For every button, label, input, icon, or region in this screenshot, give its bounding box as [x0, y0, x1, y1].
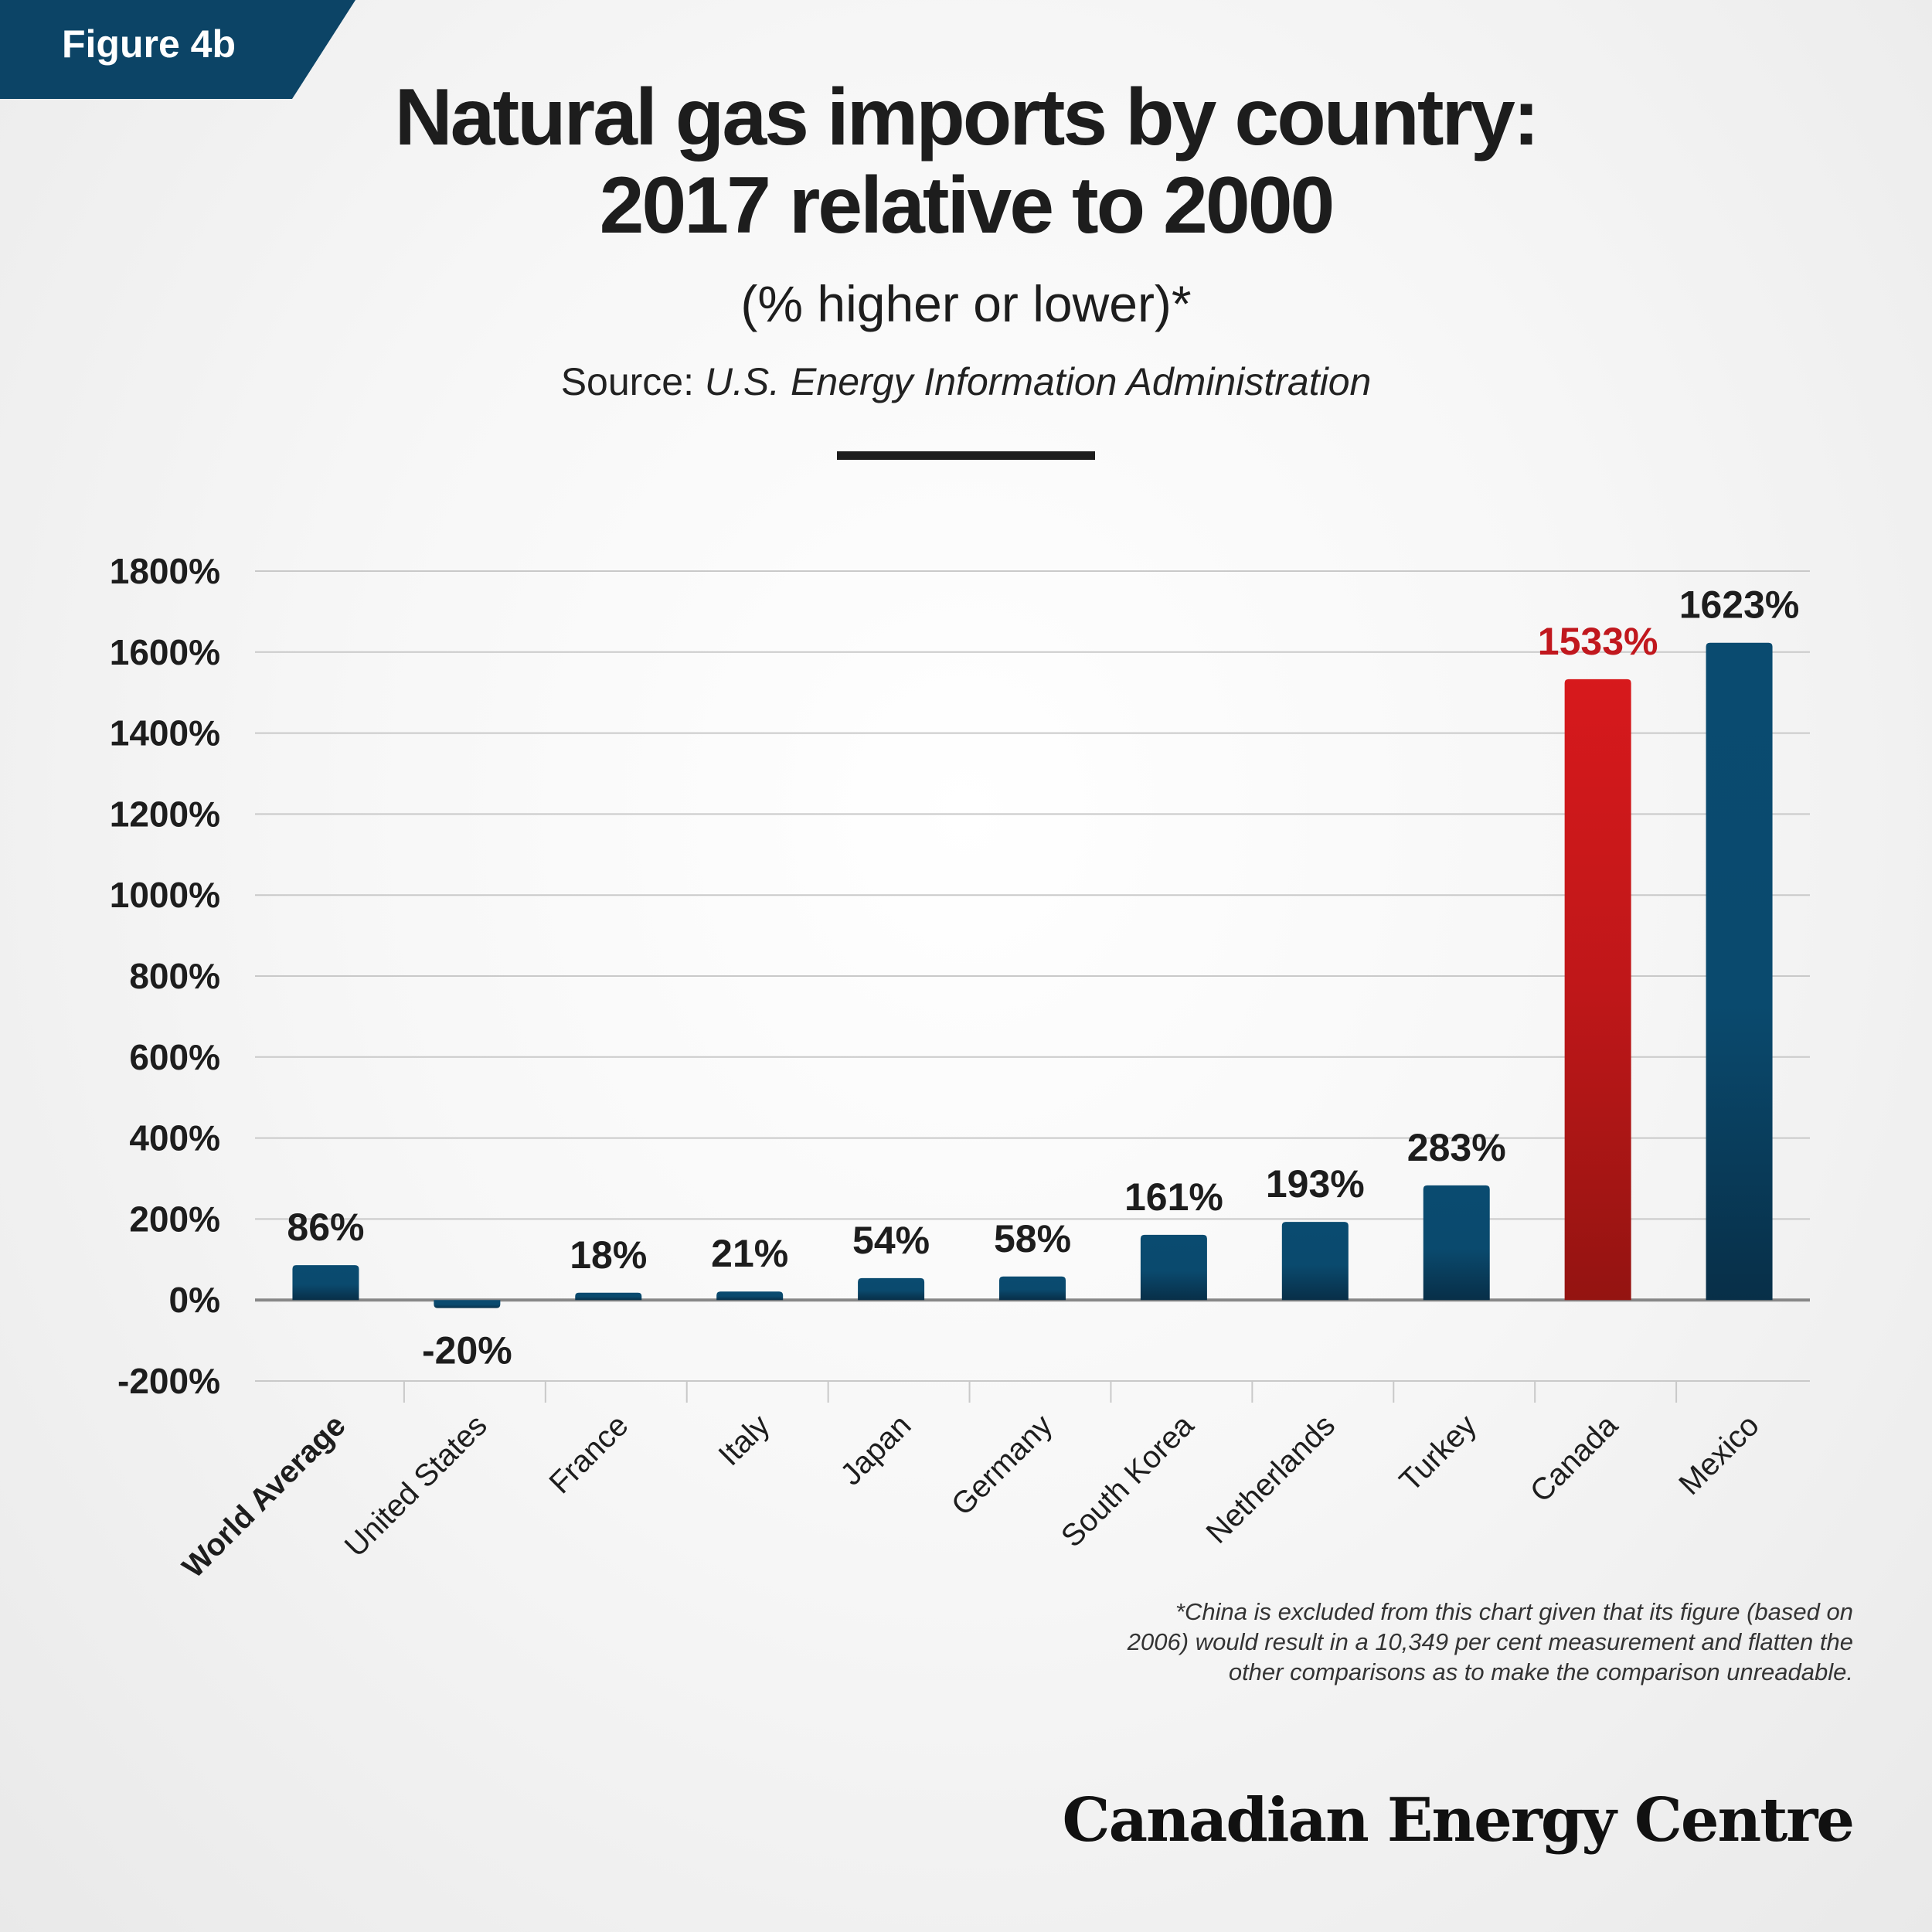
source-name: U.S. Energy Information Administration — [704, 360, 1372, 403]
data-label: 18% — [570, 1233, 647, 1277]
data-label: 58% — [994, 1217, 1071, 1260]
y-tick-label: 1600% — [110, 632, 220, 672]
data-label: 283% — [1407, 1126, 1506, 1169]
figure-badge: Figure 4b — [62, 22, 236, 66]
x-tick-label: Germany — [945, 1408, 1059, 1522]
bars — [292, 642, 1773, 1308]
source-line: Source: U.S. Energy Information Administ… — [0, 359, 1932, 404]
bar-south-korea — [1140, 1234, 1207, 1301]
x-tick-label: United States — [338, 1408, 494, 1563]
data-label: 161% — [1124, 1175, 1223, 1219]
x-tick-label: Italy — [713, 1408, 777, 1472]
x-tick-label: World Average — [176, 1408, 352, 1584]
footnote-line-2: 2006) would result in a 10,349 per cent … — [1127, 1628, 1853, 1655]
y-tick-label: 800% — [129, 956, 220, 996]
y-tick-label: 400% — [129, 1118, 220, 1158]
footnote-line-3: other comparisons as to make the compari… — [1228, 1658, 1853, 1685]
data-labels: 86% -20% 18% 21% 54% 58% 161% 193% 283% 1533% 1623… — [287, 583, 1799, 1372]
x-tick-label: South Korea — [1055, 1408, 1201, 1554]
brand-logo-text: Canadian Energy Centre — [1062, 1785, 1855, 1855]
chart-title-line-2: 2017 relative to 2000 — [599, 161, 1335, 250]
y-tick-label: 200% — [129, 1199, 220, 1239]
chart-subtitle: (% higher or lower)* — [740, 275, 1192, 332]
bar-germany — [999, 1276, 1066, 1301]
y-tick-label: 1000% — [110, 875, 220, 915]
data-label: -20% — [422, 1329, 512, 1372]
bar-france — [575, 1292, 642, 1301]
bar-world-average — [292, 1265, 359, 1301]
data-label: 1533% — [1538, 620, 1658, 663]
y-axis-ticks: 1800% 1600% 1400% 1200% 1000% 800% 600% 400% 200… — [110, 551, 220, 1401]
y-tick-label: 0% — [169, 1280, 220, 1320]
y-tick-label: 1200% — [110, 794, 220, 834]
footnote-line-1: *China is excluded from this chart given… — [1175, 1598, 1853, 1625]
x-tick-label: Netherlands — [1200, 1408, 1342, 1550]
data-label: 1623% — [1679, 583, 1800, 627]
y-tick-label: 600% — [129, 1037, 220, 1077]
y-tick-label: 1800% — [110, 551, 220, 591]
title-divider — [837, 451, 1095, 460]
source-prefix: Source: — [560, 360, 705, 403]
bar-turkey — [1423, 1185, 1490, 1301]
x-tick-label: France — [543, 1408, 634, 1500]
x-tick-label: Turkey — [1393, 1408, 1484, 1498]
bar-mexico — [1706, 642, 1773, 1301]
y-tick-label: -200% — [117, 1361, 220, 1401]
bar-italy — [716, 1291, 784, 1301]
bar-japan — [858, 1277, 925, 1301]
data-label: 193% — [1266, 1162, 1365, 1206]
x-tick-label: Mexico — [1672, 1408, 1766, 1502]
x-tick-label: Japan — [834, 1408, 917, 1492]
data-label: 86% — [287, 1206, 364, 1249]
footnote: *China is excluded from this chart given… — [1003, 1597, 1853, 1687]
bar-canada — [1564, 679, 1631, 1301]
bar-united-states — [434, 1300, 501, 1308]
data-label: 21% — [711, 1232, 788, 1275]
x-tick-label: Canada — [1524, 1408, 1625, 1509]
y-tick-label: 1400% — [110, 713, 220, 753]
chart-title-line-1: Natural gas imports by country: — [394, 73, 1540, 162]
data-label: 54% — [852, 1219, 930, 1262]
figure-badge-shape — [0, 0, 355, 99]
bar-netherlands — [1281, 1222, 1349, 1301]
